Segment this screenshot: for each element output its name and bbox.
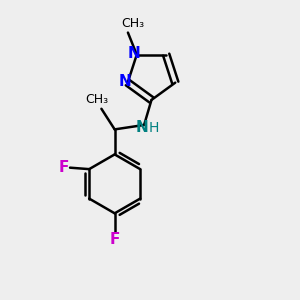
Text: F: F <box>110 232 120 247</box>
Text: CH₃: CH₃ <box>85 93 109 106</box>
Text: N: N <box>118 74 131 89</box>
Text: CH₃: CH₃ <box>121 17 144 30</box>
Text: N: N <box>135 120 148 135</box>
Text: F: F <box>59 160 69 175</box>
Text: H: H <box>148 121 159 135</box>
Text: N: N <box>128 46 141 61</box>
